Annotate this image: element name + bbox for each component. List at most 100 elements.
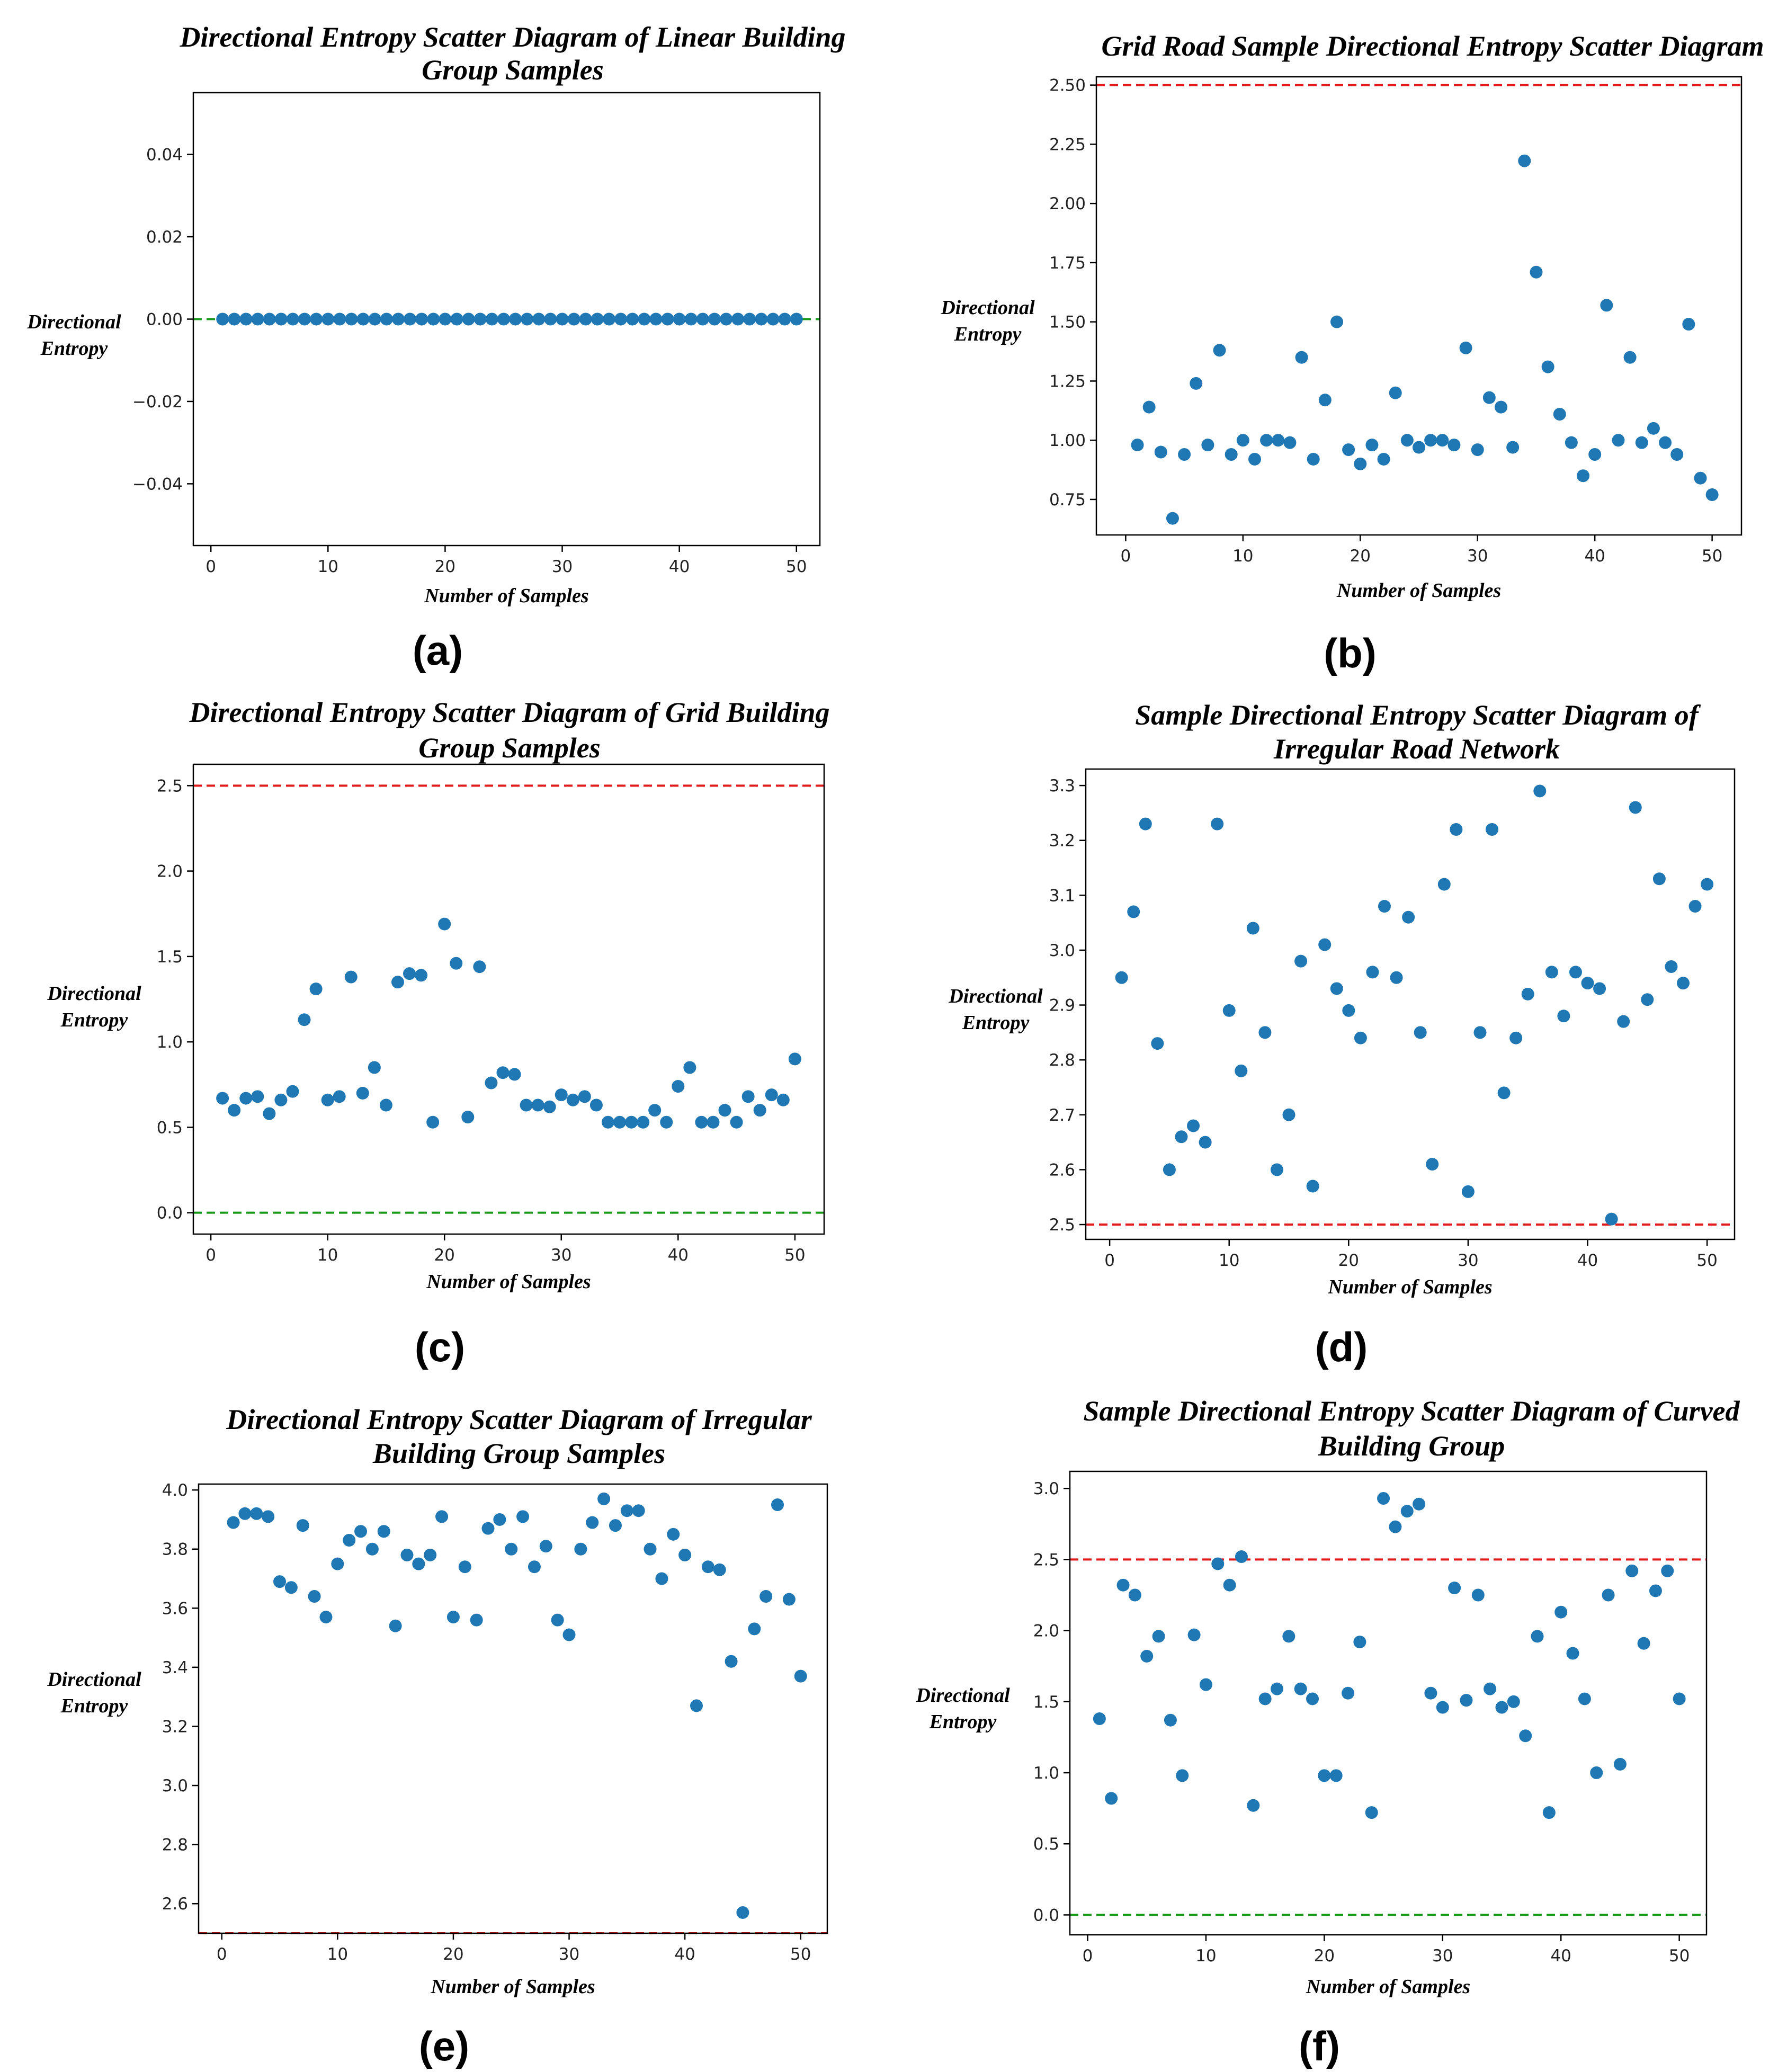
data-point (427, 312, 440, 326)
data-point (319, 1611, 333, 1624)
panel-label: (f) (1299, 2023, 1340, 2069)
y-axis-label: Entropy (40, 337, 108, 360)
x-tick-label: 0 (1104, 1251, 1115, 1270)
data-point (1318, 1769, 1331, 1782)
x-tick-label: 40 (1584, 547, 1605, 566)
data-point (788, 1052, 801, 1066)
data-point (1588, 448, 1602, 461)
y-tick-label: 2.5 (157, 776, 183, 796)
data-point (1486, 823, 1499, 836)
data-point (251, 1090, 264, 1103)
data-point (321, 312, 335, 326)
x-tick-label: 40 (1577, 1251, 1598, 1270)
data-point (1661, 1564, 1674, 1577)
y-tick-label: 3.8 (162, 1540, 188, 1559)
y-tick-label: 0.5 (157, 1118, 183, 1137)
x-tick-label: 0 (1083, 1946, 1093, 1966)
data-point (614, 312, 628, 326)
y-tick-label: 0.04 (146, 146, 183, 165)
data-point (574, 1542, 587, 1556)
data-point (354, 1525, 368, 1538)
y-tick-label: 2.9 (1049, 996, 1075, 1015)
chart-title-line: Group Samples (422, 54, 604, 86)
y-tick-label: 2.00 (1049, 194, 1086, 213)
data-point (555, 1088, 568, 1102)
x-tick-label: 50 (1669, 1946, 1690, 1966)
data-point (1235, 1064, 1248, 1077)
data-point (274, 312, 288, 326)
data-point (1342, 1004, 1355, 1017)
chart-title-line: Grid Road Sample Directional Entropy Sca… (1101, 30, 1764, 62)
data-point (493, 1513, 506, 1526)
data-point (239, 1092, 253, 1105)
data-point (649, 312, 663, 326)
data-point (637, 1115, 650, 1129)
data-point (648, 1104, 662, 1117)
y-tick-label: 2.0 (157, 862, 183, 881)
data-point (1330, 982, 1343, 995)
x-tick-label: 20 (1350, 547, 1371, 566)
data-point (1140, 1649, 1154, 1663)
data-point (1105, 1792, 1118, 1805)
data-point (1154, 445, 1167, 459)
y-tick-label: −0.02 (132, 392, 183, 412)
data-point (1282, 1630, 1295, 1643)
y-tick-label: 0.02 (146, 228, 183, 247)
data-point (1400, 1505, 1414, 1518)
y-tick-label: 0.0 (157, 1204, 183, 1223)
data-point (667, 1528, 680, 1541)
data-point (1506, 441, 1520, 454)
data-point (508, 1068, 521, 1081)
data-point (435, 1510, 449, 1523)
data-point (1414, 1026, 1427, 1039)
data-point (1353, 1636, 1366, 1649)
data-point (1649, 1584, 1662, 1597)
data-point (562, 1628, 576, 1641)
data-point (485, 1076, 498, 1089)
data-point (1307, 452, 1320, 466)
plot-frame (1095, 76, 1743, 536)
data-point (567, 312, 580, 326)
data-point (1390, 971, 1403, 984)
data-point (684, 312, 698, 326)
y-tick-label: 2.0 (1033, 1622, 1059, 1641)
x-tick-label: 10 (317, 1246, 338, 1265)
data-point (446, 1611, 460, 1624)
data-point (1545, 966, 1558, 979)
data-point (368, 312, 381, 326)
data-point (678, 1548, 692, 1561)
data-point (713, 1563, 726, 1576)
data-point (528, 1560, 541, 1574)
data-point (1665, 960, 1678, 974)
data-point (496, 1066, 510, 1079)
chart-title-line: Building Group (1318, 1430, 1505, 1462)
data-point (778, 312, 791, 326)
data-point (438, 917, 451, 931)
data-point (1495, 400, 1508, 414)
data-point (458, 1560, 471, 1574)
data-point (1377, 452, 1390, 466)
data-point (1270, 1682, 1283, 1695)
data-point (1577, 469, 1590, 483)
data-point (228, 1104, 241, 1117)
y-tick-label: 0.0 (1033, 1906, 1059, 1925)
data-point (776, 1093, 790, 1106)
data-point (1270, 1163, 1283, 1176)
data-point (741, 1090, 755, 1103)
y-tick-label: 4.0 (162, 1481, 188, 1500)
data-point (1473, 1026, 1487, 1039)
y-tick-label: 3.4 (162, 1658, 188, 1677)
data-point (1436, 434, 1449, 447)
data-point (1557, 1010, 1570, 1023)
data-point (1211, 817, 1224, 830)
data-point (450, 957, 463, 970)
data-point (379, 1098, 392, 1112)
y-axis-label: Entropy (962, 1012, 1030, 1034)
data-point (1330, 315, 1343, 328)
x-tick-label: 30 (1458, 1251, 1478, 1270)
data-point (1437, 878, 1451, 891)
data-point (794, 1669, 807, 1683)
